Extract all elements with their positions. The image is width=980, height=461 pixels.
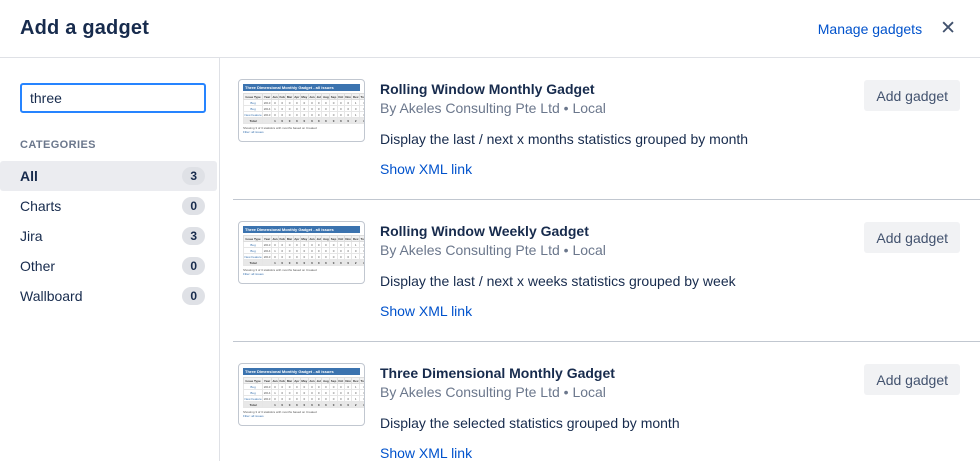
close-icon[interactable]: ✕ <box>940 18 956 39</box>
category-list: All 3 Charts 0 Jira 3 Other 0 Wallboard … <box>0 161 219 311</box>
show-xml-link[interactable]: Show XML link <box>380 445 473 461</box>
count-badge: 0 <box>182 287 205 305</box>
thumb-filter-link: Filter: all issues <box>243 272 264 276</box>
show-xml-link[interactable]: Show XML link <box>380 161 473 177</box>
gadget-row-rolling-monthly: Three Dimensional Monthly Gadget - all i… <box>233 58 980 199</box>
manage-gadgets-link[interactable]: Manage gadgets <box>817 20 923 37</box>
gadget-title: Rolling Window Monthly Gadget <box>380 81 595 97</box>
gadget-info: Rolling Window Monthly Gadget By Akeles … <box>380 79 852 179</box>
gadget-row-rolling-weekly: Three Dimensional Monthly Gadget - all i… <box>233 199 980 341</box>
gadget-byline: By Akeles Consulting Pte Ltd • Local <box>380 384 606 400</box>
category-label: All <box>20 168 38 184</box>
gadget-info: Rolling Window Weekly Gadget By Akeles C… <box>380 221 852 321</box>
dialog-header: Add a gadget Manage gadgets ✕ <box>0 0 980 58</box>
gadget-title: Rolling Window Weekly Gadget <box>380 223 589 239</box>
thumb-titlebar: Three Dimensional Monthly Gadget - all i… <box>243 368 360 375</box>
category-label: Jira <box>20 228 43 244</box>
thumb-table: Issue Type Year Jan Feb Mar Apr May Jun Jul Aug Se… <box>242 377 364 408</box>
add-gadget-button[interactable]: Add gadget <box>864 80 960 111</box>
gadget-description: Display the last / next x weeks statisti… <box>380 273 736 289</box>
sidebar-item-jira[interactable]: Jira 3 <box>0 221 217 251</box>
thumb-footer: Showing 3 of 3 statistics with months ba… <box>243 268 317 272</box>
show-xml-link[interactable]: Show XML link <box>380 303 473 319</box>
thumb-titlebar: Three Dimensional Monthly Gadget - all i… <box>243 84 360 91</box>
gadget-row-three-dimensional: Three Dimensional Monthly Gadget - all i… <box>233 341 980 461</box>
sidebar-item-all[interactable]: All 3 <box>0 161 217 191</box>
thumb-footer: Showing 3 of 3 statistics with months ba… <box>243 126 317 130</box>
thumb-titlebar: Three Dimensional Monthly Gadget - all i… <box>243 226 360 233</box>
thumb-filter-link: Filter: all issues <box>243 414 264 418</box>
gadget-list: Three Dimensional Monthly Gadget - all i… <box>233 58 980 461</box>
header-actions: Manage gadgets ✕ <box>818 17 958 40</box>
dialog-body: CATEGORIES All 3 Charts 0 Jira 3 Other 0… <box>0 58 980 461</box>
gadget-description: Display the selected statistics grouped … <box>380 415 680 431</box>
page-title: Add a gadget <box>20 17 150 39</box>
count-badge: 0 <box>182 197 205 215</box>
gadget-thumbnail: Three Dimensional Monthly Gadget - all i… <box>238 79 365 142</box>
sidebar-item-charts[interactable]: Charts 0 <box>0 191 217 221</box>
thumb-filter-link: Filter: all issues <box>243 130 264 134</box>
gadget-thumbnail: Three Dimensional Monthly Gadget - all i… <box>238 221 365 284</box>
thumb-table: Issue Type Year Jan Feb Mar Apr May Jun Jul Aug Se… <box>242 235 364 266</box>
count-badge: 3 <box>182 167 205 185</box>
thumb-footer: Showing 3 of 3 statistics with months ba… <box>243 410 317 414</box>
gadget-byline: By Akeles Consulting Pte Ltd • Local <box>380 242 606 258</box>
sidebar-item-wallboard[interactable]: Wallboard 0 <box>0 281 217 311</box>
add-gadget-button[interactable]: Add gadget <box>864 364 960 395</box>
category-label: Wallboard <box>20 288 83 304</box>
thumb-table: Issue Type Year Jan Feb Mar Apr May Jun Jul Aug Se… <box>242 93 364 124</box>
gadget-title: Three Dimensional Monthly Gadget <box>380 365 615 381</box>
sidebar-item-other[interactable]: Other 0 <box>0 251 217 281</box>
category-label: Charts <box>20 198 62 214</box>
gadget-info: Three Dimensional Monthly Gadget By Akel… <box>380 363 852 461</box>
sidebar: CATEGORIES All 3 Charts 0 Jira 3 Other 0… <box>0 58 220 461</box>
category-label: Other <box>20 258 56 274</box>
categories-heading: CATEGORIES <box>20 139 96 151</box>
count-badge: 0 <box>182 257 205 275</box>
gadget-byline: By Akeles Consulting Pte Ltd • Local <box>380 100 606 116</box>
count-badge: 3 <box>182 227 205 245</box>
gadget-thumbnail: Three Dimensional Monthly Gadget - all i… <box>238 363 365 426</box>
gadget-description: Display the last / next x months statist… <box>380 131 749 147</box>
add-gadget-button[interactable]: Add gadget <box>864 222 960 253</box>
search-input[interactable] <box>20 83 206 113</box>
